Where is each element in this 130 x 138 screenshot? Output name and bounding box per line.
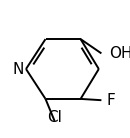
Text: F: F	[107, 93, 115, 108]
Text: Cl: Cl	[47, 110, 62, 125]
Text: OH: OH	[109, 46, 130, 61]
Text: N: N	[12, 62, 23, 76]
